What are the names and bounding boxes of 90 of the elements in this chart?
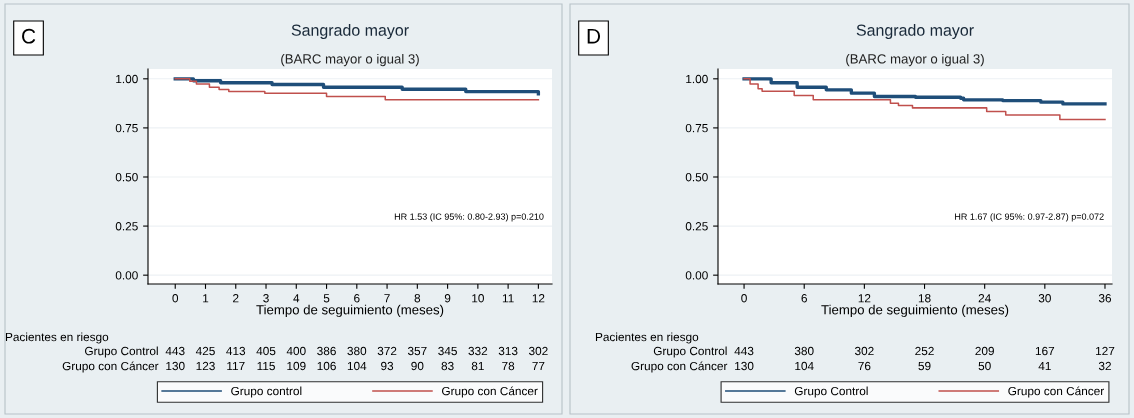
- x-tick-label: 12: [858, 294, 871, 303]
- text: 345: [438, 346, 457, 356]
- text: Grupo con Cáncer: [631, 361, 728, 373]
- y-tick-label: 0.25: [685, 222, 708, 231]
- x-tick-label: 7: [384, 294, 390, 303]
- y-tick-label: 1.00: [116, 74, 138, 84]
- text: 313: [498, 346, 518, 356]
- text: 302: [854, 346, 874, 356]
- x-tick-label: 18: [918, 294, 931, 303]
- text: Grupo Control: [85, 346, 158, 358]
- x-tick-label: 12: [532, 294, 545, 303]
- text: 123: [196, 361, 215, 371]
- text: 380: [347, 346, 367, 356]
- text: 357: [407, 346, 427, 356]
- x-tick-label: 8: [414, 294, 421, 303]
- text: Grupo con Cáncer: [62, 361, 159, 373]
- text: 130: [735, 361, 754, 371]
- text: 372: [377, 346, 397, 356]
- text: 104: [347, 361, 367, 371]
- y-tick-label: 0.25: [115, 222, 138, 231]
- x-tick-label: 3: [263, 294, 269, 303]
- annotation: HR 1.53 (IC 95%: 0.80-2.93) p=0.210: [394, 213, 544, 222]
- text: 425: [195, 346, 215, 356]
- x-tick-label: 2: [233, 294, 239, 303]
- x-tick-label: 0: [172, 294, 179, 303]
- text: 81: [471, 361, 484, 371]
- text: 109: [287, 361, 306, 371]
- y-tick-label: 0.50: [685, 173, 708, 182]
- y-tick-label: 0.00: [685, 271, 708, 280]
- annotation: HR 1.67 (IC 95%: 0.97-2.87) p=0.072: [955, 213, 1104, 222]
- y-tick-label: 1.00: [686, 74, 708, 84]
- text: Pacientes en riesgo: [595, 332, 699, 344]
- text: 332: [468, 346, 488, 356]
- legend-label: Grupo Control: [794, 386, 868, 398]
- text: 32: [1098, 361, 1111, 371]
- text: 127: [1096, 346, 1115, 356]
- x-axis-title: Tiempo de seguimiento (meses): [256, 304, 444, 318]
- x-tick-label: 1: [203, 294, 209, 303]
- text: Pacientes en riesgo: [5, 332, 109, 344]
- text: 77: [532, 361, 545, 371]
- text: 400: [286, 346, 306, 356]
- text: 302: [528, 346, 548, 356]
- text: 117: [227, 361, 245, 371]
- text: 380: [794, 346, 814, 356]
- text: 443: [165, 346, 185, 356]
- x-tick-label: 36: [1098, 294, 1112, 303]
- legend-label: Grupo con Cáncer: [1008, 386, 1104, 398]
- chart-subtitle: (BARC mayor o igual 3): [846, 53, 984, 67]
- chart-subtitle: (BARC mayor o igual 3): [281, 53, 419, 67]
- text: 50: [978, 361, 991, 371]
- x-tick-label: 10: [472, 294, 484, 303]
- text: 41: [1038, 361, 1051, 371]
- y-tick-label: 0.75: [685, 123, 708, 133]
- text: 130: [166, 361, 185, 371]
- x-axis-title: Tiempo de seguimiento (meses): [821, 304, 1009, 318]
- text: 106: [317, 361, 336, 371]
- text: 93: [381, 361, 394, 371]
- x-tick-label: 4: [293, 294, 300, 303]
- x-tick-label: 5: [323, 294, 330, 303]
- x-tick-label: 6: [801, 294, 807, 303]
- text: C: [22, 28, 36, 44]
- y-tick-label: 0.00: [115, 271, 138, 280]
- text: D: [587, 29, 601, 44]
- x-tick-label: 6: [354, 294, 360, 303]
- text: 90: [411, 361, 424, 371]
- y-tick-label: 0.50: [115, 173, 138, 182]
- text: Grupo Control: [653, 346, 727, 358]
- text: 252: [915, 346, 934, 356]
- text: 386: [317, 346, 336, 356]
- x-tick-label: 24: [978, 294, 991, 303]
- text: 104: [795, 361, 814, 371]
- y-tick-label: 0.75: [115, 123, 138, 133]
- text: 76: [858, 361, 871, 371]
- x-tick-label: 0: [741, 294, 747, 303]
- text: 83: [441, 361, 454, 371]
- chart-title: Sangrado mayor: [856, 24, 974, 39]
- text: 413: [226, 346, 246, 356]
- text: 405: [256, 346, 276, 356]
- text: 78: [502, 361, 515, 371]
- legend-label: Grupo control: [231, 386, 302, 398]
- text: 115: [257, 361, 275, 371]
- text: 443: [734, 346, 754, 356]
- text: 209: [975, 346, 994, 356]
- x-tick-label: 9: [444, 294, 451, 303]
- x-tick-label: 11: [502, 294, 514, 303]
- x-tick-label: 30: [1038, 294, 1051, 303]
- text: 59: [918, 361, 931, 371]
- legend-label: Grupo con Cáncer: [442, 386, 538, 398]
- chart-title: Sangrado mayor: [291, 24, 409, 39]
- text: 167: [1035, 346, 1055, 356]
